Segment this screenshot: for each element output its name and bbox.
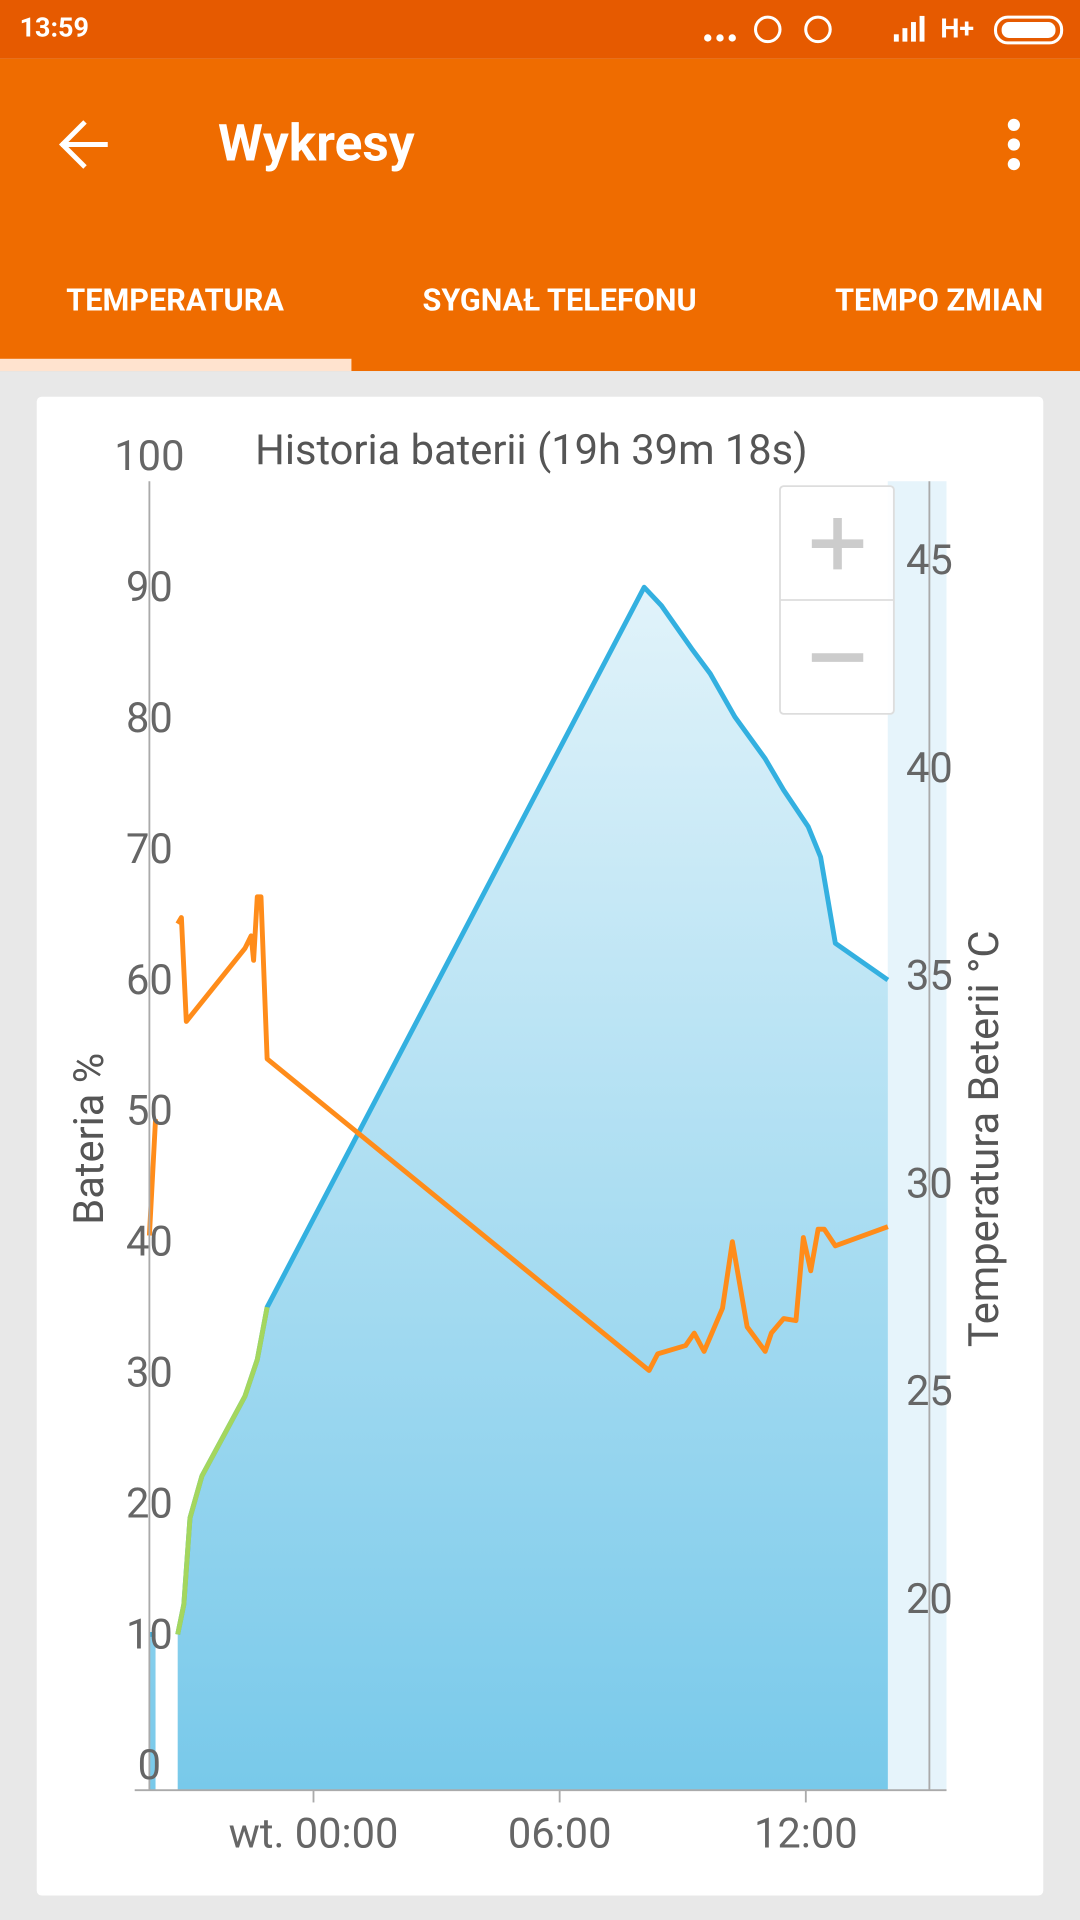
status-time: 13:59 <box>20 11 89 43</box>
y2-axis-label: Temperatura Beterii °C <box>960 930 1009 1347</box>
x-tick-label: 06:00 <box>508 1810 612 1859</box>
y-tick-label: 80 <box>126 694 173 743</box>
x-tick-label: wt. 00:00 <box>229 1810 399 1859</box>
y-tick-label: 70 <box>126 825 173 874</box>
y-tick-label: 50 <box>126 1087 173 1136</box>
status-bar <box>0 0 1080 59</box>
y-tick-label: 40 <box>126 1218 173 1267</box>
y2-tick-label: 40 <box>906 744 953 793</box>
series-line <box>146 894 889 1373</box>
menu-button[interactable] <box>1007 118 1020 171</box>
status-network: H+ <box>940 13 974 45</box>
back-button[interactable] <box>58 120 108 169</box>
y-axis-label: Bateria % <box>65 1053 114 1225</box>
tab[interactable]: TEMPERATURA <box>66 284 284 319</box>
battery-icon-fill <box>1001 22 1056 38</box>
tab-indicator <box>0 358 352 372</box>
x-tick-label: 12:00 <box>754 1810 858 1859</box>
y2-tick-label: 20 <box>906 1575 953 1624</box>
y2-tick-label: 30 <box>906 1159 953 1208</box>
series-line <box>175 1306 270 1635</box>
y2-tick-label: 25 <box>906 1367 953 1416</box>
y-tick-label: 30 <box>126 1348 173 1397</box>
projection-area <box>887 481 947 1791</box>
tab[interactable]: SYGNAŁ TELEFONU <box>422 284 696 319</box>
ticks: 0 10 20 30 40 50 60 70 80 90 100 20 25 30 35 40 45 wt. 00… <box>114 432 952 1859</box>
app-bar <box>0 58 1080 372</box>
y-tick-label: 20 <box>126 1479 173 1528</box>
plot <box>146 584 890 1791</box>
y-tick-label: 60 <box>126 956 173 1005</box>
y-tick-label: 0 <box>138 1741 161 1790</box>
battery-area <box>149 587 888 1791</box>
battery-icon <box>993 15 1064 45</box>
y-tick-label: 90 <box>126 563 173 612</box>
y-tick-label: 10 <box>126 1610 173 1659</box>
status-icons <box>704 15 925 44</box>
y2-tick-label: 35 <box>906 952 953 1001</box>
zoom-in-button[interactable] <box>811 517 864 570</box>
chart-title: Historia baterii (19h 39m 18s) <box>255 426 808 475</box>
app-title: Wykresy <box>218 113 415 174</box>
tab[interactable]: TEMPO ZMIAN <box>835 284 1043 319</box>
y-tick-label: 100 <box>114 432 184 481</box>
y2-tick-label: 45 <box>906 536 953 585</box>
